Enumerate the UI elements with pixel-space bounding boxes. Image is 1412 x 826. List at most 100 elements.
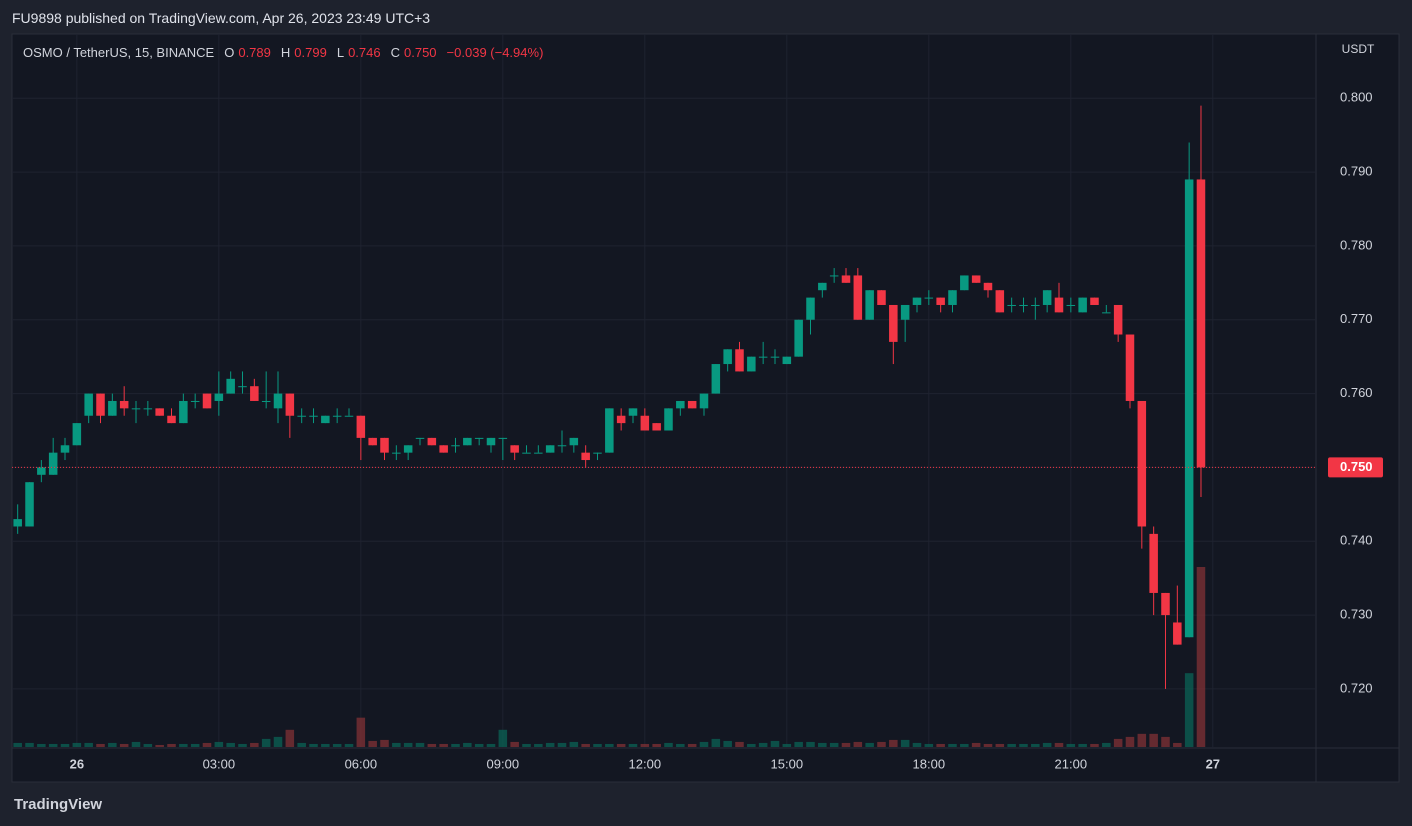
volume-bar [853,741,863,747]
volume-bar [806,741,815,747]
candle-body [723,349,732,365]
candle-body [392,452,401,454]
candle-body [250,386,259,401]
candle-body [321,415,330,424]
volume-bar [451,743,460,747]
candle-body [1042,290,1052,305]
legend-change: −0.039 (−4.94%) [446,45,544,60]
candle-body [119,400,129,409]
candle-body [770,356,780,358]
candle-body [995,290,1005,313]
candle-body [628,408,638,416]
volume-bar [1042,742,1052,747]
volume-bar [971,742,981,747]
volume-bar [403,742,413,747]
volume-bar [84,742,93,747]
x-tick-label: 27 [1206,756,1220,771]
candle-body [889,304,898,342]
volume-bar [486,743,496,747]
volume-bar [581,743,590,747]
candle-body [605,408,614,453]
candle-body [510,445,519,453]
candle-body [818,282,827,291]
volume-bar [1007,743,1016,747]
volume-bar [960,743,969,747]
candle-body [155,408,164,416]
volume-bar [758,742,768,747]
candle-body [1054,297,1064,313]
volume-bar [593,743,602,747]
volume-bar [297,742,306,747]
legend-key: C [390,45,400,60]
volume-bar [900,739,910,747]
legend-value: 0.746 [348,45,381,60]
volume-bar [924,743,934,747]
candle-body [202,393,212,409]
volume-bar [1196,567,1206,747]
candle-body [758,356,768,358]
volume-bar [1019,743,1028,747]
candle-body [84,393,93,416]
volume-bar [841,742,851,747]
volume-bar [640,743,650,747]
volume-bar [1031,743,1040,747]
candle-body [143,408,153,410]
candle-body [48,452,58,475]
volume-bar [238,743,247,747]
candle-body [344,415,354,417]
candle-body [309,415,318,417]
volume-bar [356,717,366,747]
volume-bar [474,743,484,747]
volume-bar [652,743,661,747]
volume-bar [818,742,827,747]
candle-body [1078,297,1087,313]
volume-bar [676,743,685,747]
candle-body [403,445,413,453]
candle-body [297,415,306,417]
candle-body [368,437,377,446]
x-tick-label: 03:00 [203,756,236,771]
candle-body [285,393,295,416]
volume-bar [1078,743,1087,747]
y-tick-label: 0.790 [1340,164,1373,179]
candle-body [676,400,685,409]
volume-bar [770,740,780,747]
candle-body [1161,592,1170,616]
volume-bar [699,741,709,747]
volume-bar [368,740,377,747]
candle-body [415,437,425,439]
volume-bar [794,741,803,747]
candle-body [167,415,176,424]
candle-body [261,400,271,402]
volume-bar [829,742,839,747]
candle-body [131,408,141,410]
volume-bar [179,743,188,747]
volume-bar [1184,673,1194,747]
candle-body [522,452,531,454]
volume-bar [995,743,1005,747]
volume-bar [747,743,756,747]
candle-body [72,423,82,446]
last-price-box [1328,457,1383,478]
candle-body [1196,179,1206,468]
header: FU9898 published on TradingView.com, Apr… [12,10,431,26]
y-tick-label: 0.800 [1340,90,1373,105]
volume-bar [510,741,519,747]
candle-body [96,393,105,416]
candle-body [1102,312,1111,314]
volume-bar [1102,742,1111,747]
volume-bar [273,736,283,747]
volume-bar [167,743,176,747]
volume-bar [723,740,732,747]
volume-bar [628,743,638,747]
candle-body [664,408,673,431]
volume-bar [119,743,129,747]
candle-body [841,275,851,283]
candle-body [108,400,117,416]
candle-body [238,386,247,388]
legend-value: 0.799 [294,45,327,60]
candle-body [60,445,70,453]
candle-body [451,445,460,447]
x-tick-label: 12:00 [629,756,662,771]
legend-key: O [224,45,235,60]
